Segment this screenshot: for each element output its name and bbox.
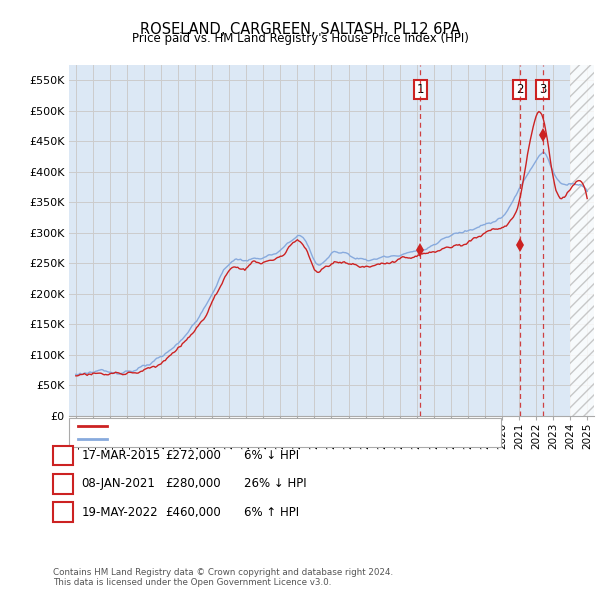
Text: ROSELAND, CARGREEN, SALTASH, PL12 6PA (detached house): ROSELAND, CARGREEN, SALTASH, PL12 6PA (d… (111, 421, 451, 431)
Text: 2: 2 (516, 83, 523, 96)
Text: £460,000: £460,000 (166, 506, 221, 519)
Text: 08-JAN-2021: 08-JAN-2021 (82, 477, 155, 490)
Text: 1: 1 (416, 83, 424, 96)
Text: Contains HM Land Registry data © Crown copyright and database right 2024.
This d: Contains HM Land Registry data © Crown c… (53, 568, 393, 587)
Text: 6% ↑ HPI: 6% ↑ HPI (244, 506, 299, 519)
Text: 2: 2 (59, 477, 67, 490)
Text: 1: 1 (59, 449, 67, 462)
Text: 3: 3 (59, 506, 67, 519)
Text: 19-MAY-2022: 19-MAY-2022 (82, 506, 158, 519)
Text: HPI: Average price, detached house, Cornwall: HPI: Average price, detached house, Corn… (111, 434, 361, 444)
Text: 26% ↓ HPI: 26% ↓ HPI (244, 477, 306, 490)
Text: £272,000: £272,000 (166, 449, 221, 462)
Text: 17-MAR-2015: 17-MAR-2015 (82, 449, 161, 462)
Text: 6% ↓ HPI: 6% ↓ HPI (244, 449, 299, 462)
Text: ROSELAND, CARGREEN, SALTASH, PL12 6PA: ROSELAND, CARGREEN, SALTASH, PL12 6PA (140, 22, 460, 37)
Text: £280,000: £280,000 (166, 477, 221, 490)
Text: 3: 3 (539, 83, 546, 96)
Text: Price paid vs. HM Land Registry's House Price Index (HPI): Price paid vs. HM Land Registry's House … (131, 32, 469, 45)
